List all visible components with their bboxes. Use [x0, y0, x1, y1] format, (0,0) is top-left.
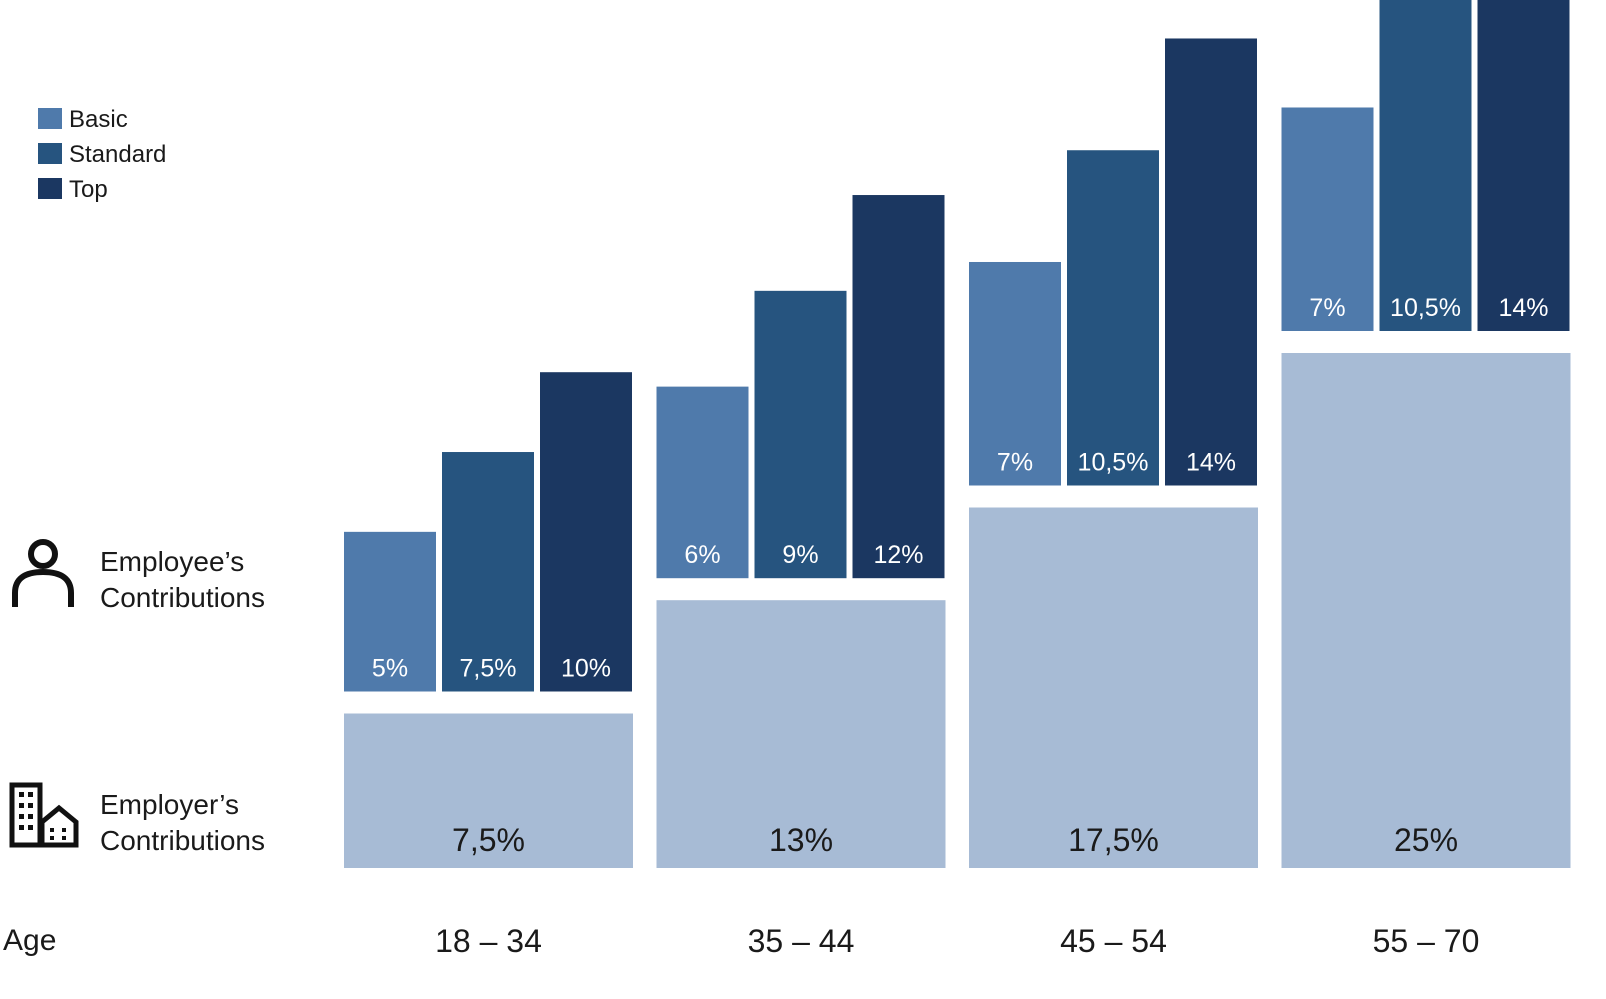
bars-group: 7,5% 5% 7,5% 10% 18 – 34 13% 6% 9% 12% 35 – 44 17,…	[344, 0, 1571, 959]
legend-label-standard: Standard	[69, 141, 166, 168]
employer-bar-cat-2	[656, 600, 946, 868]
employer-label-line2: Contributions	[100, 825, 265, 856]
employee-bar-basic-cat-3	[969, 261, 1061, 486]
age-tick-label-cat-4: 55 – 70	[1373, 923, 1480, 959]
employee-bar-basic-cat-4	[1281, 107, 1374, 332]
employer-value-label-cat-1: 7,5%	[452, 822, 525, 858]
employee-value-label-standard-cat-1: 7,5%	[460, 655, 517, 683]
legend-label-basic: Basic	[69, 106, 128, 133]
employee-value-label-standard-cat-4: 10,5%	[1390, 294, 1461, 322]
employer-bar-cat-3	[969, 507, 1258, 868]
legend-swatch-top	[38, 178, 62, 199]
employee-value-label-basic-cat-2: 6%	[684, 541, 720, 569]
employee-bar-top-cat-3	[1165, 38, 1257, 486]
employee-value-label-top-cat-4: 14%	[1498, 294, 1548, 322]
employee-row-label: Employee’s Contributions	[12, 539, 265, 613]
legend-item-standard: Standard	[38, 141, 166, 168]
legend-swatch-standard	[38, 143, 62, 164]
employer-value-label-cat-3: 17,5%	[1068, 822, 1159, 858]
age-tick-label-cat-3: 45 – 54	[1060, 923, 1167, 959]
legend-swatch-basic	[38, 108, 62, 129]
employee-bar-basic-cat-1	[344, 531, 436, 692]
age-tick-label-cat-2: 35 – 44	[748, 923, 855, 959]
employee-value-label-top-cat-3: 14%	[1186, 449, 1236, 477]
person-icon	[12, 539, 74, 607]
employee-value-label-basic-cat-4: 7%	[1309, 294, 1345, 322]
employee-value-label-standard-cat-3: 10,5%	[1078, 449, 1149, 477]
legend-label-top: Top	[69, 176, 108, 203]
employee-bar-basic-cat-2	[656, 386, 749, 579]
employer-row-label: Employer’s Contributions	[9, 782, 265, 856]
employee-value-label-standard-cat-2: 9%	[782, 541, 818, 569]
employee-value-label-top-cat-1: 10%	[561, 655, 611, 683]
employee-value-label-basic-cat-1: 5%	[372, 655, 408, 683]
employee-bar-top-cat-1	[540, 372, 632, 692]
age-tick-label-cat-1: 18 – 34	[435, 923, 542, 959]
employee-bar-standard-cat-3	[1067, 150, 1159, 486]
employee-value-label-basic-cat-3: 7%	[997, 449, 1033, 477]
legend-item-top: Top	[38, 176, 108, 203]
building-icon	[9, 782, 79, 848]
employee-bar-top-cat-2	[852, 195, 945, 579]
employer-bar-cat-4	[1281, 353, 1571, 868]
employee-bar-standard-cat-2	[754, 290, 847, 579]
employee-value-label-top-cat-2: 12%	[873, 541, 923, 569]
employee-label-line2: Contributions	[100, 582, 265, 613]
employee-bar-standard-cat-1	[442, 452, 534, 692]
age-axis-label: Age	[3, 924, 56, 957]
employer-bar-cat-1	[344, 713, 633, 868]
legend-item-basic: Basic	[38, 106, 128, 133]
employer-label-line1: Employer’s	[100, 789, 239, 820]
employee-bar-standard-cat-4	[1379, 0, 1472, 332]
employee-label-line1: Employee’s	[100, 546, 244, 577]
legend: Basic Standard Top	[38, 106, 166, 203]
employer-value-label-cat-2: 13%	[769, 822, 833, 858]
employee-bar-top-cat-4	[1477, 0, 1570, 331]
employer-value-label-cat-4: 25%	[1394, 822, 1458, 858]
